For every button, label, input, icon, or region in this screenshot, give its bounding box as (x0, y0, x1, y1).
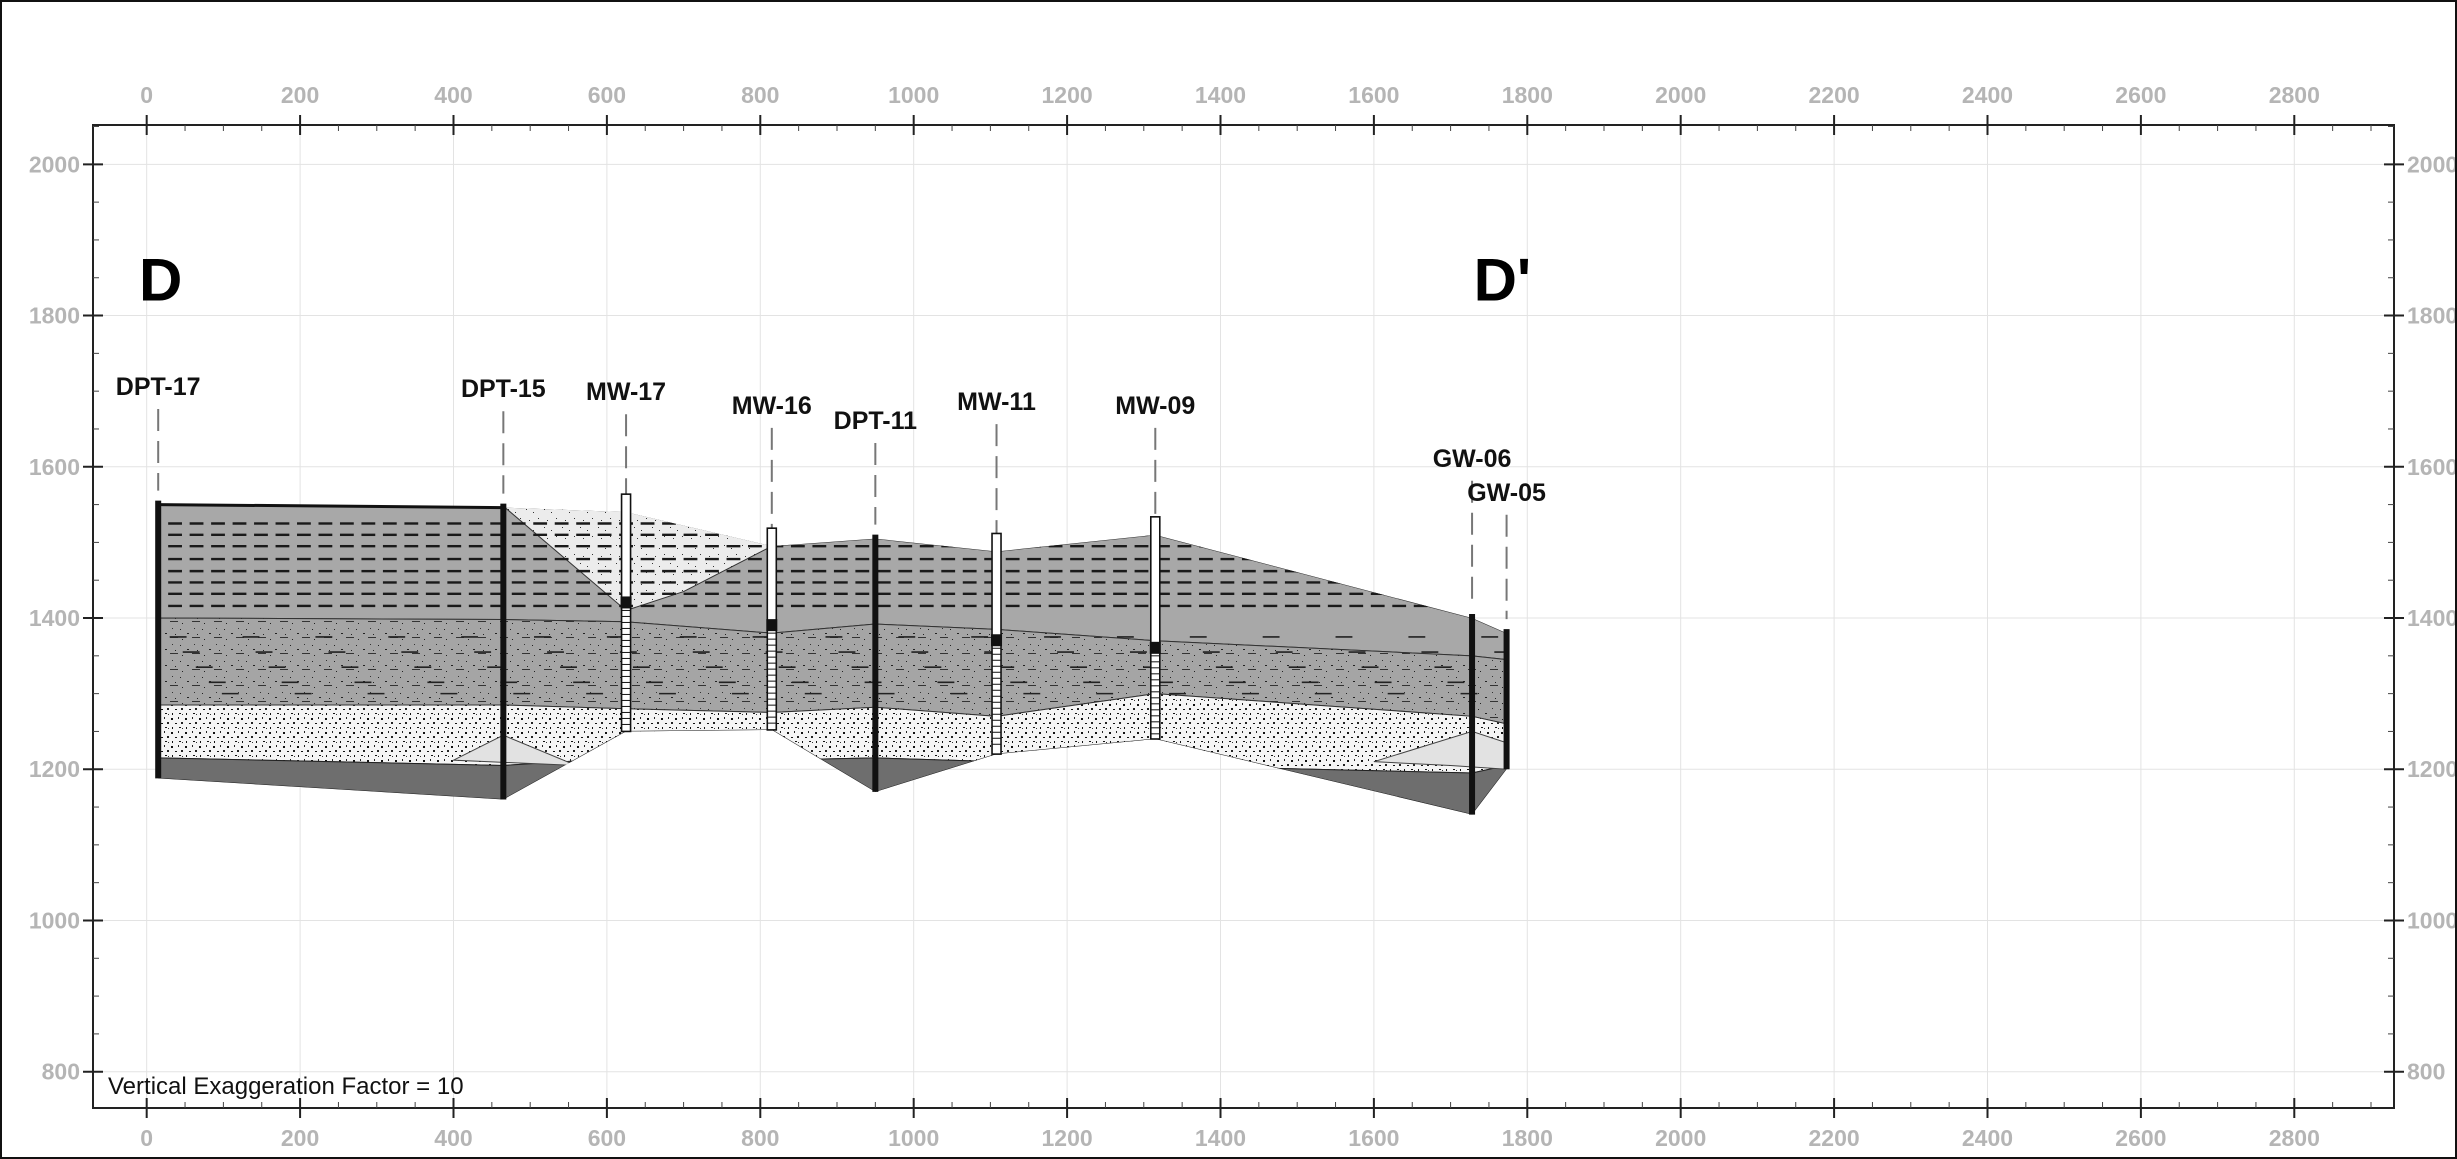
x-tick-label-bottom: 1200 (1042, 1125, 1093, 1151)
x-tick-label-top: 2400 (1962, 82, 2013, 108)
vertical-exaggeration-note: Vertical Exaggeration Factor = 10 (108, 1073, 464, 1100)
x-tick-label-bottom: 2400 (1962, 1125, 2013, 1151)
well-label: DPT-11 (834, 407, 917, 435)
x-tick-label-bottom: 2800 (2269, 1125, 2320, 1151)
y-tick-label-right: 1200 (2407, 756, 2455, 782)
sand-lens (451, 734, 577, 766)
well-seal (991, 634, 1003, 647)
well-label: MW-16 (732, 392, 812, 420)
x-tick-label-bottom: 1000 (888, 1125, 939, 1151)
y-tick-label-left: 1000 (29, 907, 80, 933)
well-label: GW-05 (1467, 479, 1546, 507)
well-screen (992, 647, 1002, 745)
well-screen (767, 632, 777, 724)
strata (158, 504, 1507, 815)
x-tick-label-bottom: 1800 (1502, 1125, 1553, 1151)
x-tick-label-bottom: 1400 (1195, 1125, 1246, 1151)
x-tick-label-bottom: 800 (741, 1125, 779, 1151)
well-label: MW-17 (586, 378, 666, 406)
x-tick-label-top: 2800 (2269, 82, 2320, 108)
ground-surface-line (158, 503, 504, 510)
y-tick-label-right: 1400 (2407, 605, 2455, 631)
x-tick-label-top: 1400 (1195, 82, 1246, 108)
y-tick-label-right: 800 (2407, 1059, 2445, 1085)
x-tick-label-top: 400 (434, 82, 472, 108)
x-tick-label-top: 200 (281, 82, 319, 108)
y-tick-label-left: 1400 (29, 605, 80, 631)
x-tick-label-top: 1600 (1348, 82, 1399, 108)
plot-border (92, 124, 2395, 1109)
x-tick-label-top: 600 (588, 82, 626, 108)
y-tick-label-right: 1600 (2407, 454, 2455, 480)
well-screen (621, 609, 631, 725)
x-tick-label-bottom: 0 (140, 1125, 153, 1151)
y-tick-label-right: 2000 (2407, 151, 2455, 177)
x-tick-label-bottom: 2200 (1809, 1125, 1860, 1151)
y-tick-label-right: 1800 (2407, 303, 2455, 329)
x-tick-label-top: 1800 (1502, 82, 1553, 108)
x-tick-label-top: 2200 (1809, 82, 1860, 108)
section-end-label: D' (1474, 246, 1532, 313)
x-tick-label-top: 2600 (2115, 82, 2166, 108)
x-tick-label-top: 1200 (1042, 82, 1093, 108)
y-tick-label-left: 1600 (29, 454, 80, 480)
well-label: MW-11 (957, 388, 1036, 416)
grid-lines (93, 125, 2394, 1108)
y-tick-label-left: 1200 (29, 756, 80, 782)
well-casing (1149, 516, 1161, 740)
x-tick-label-bottom: 600 (588, 1125, 626, 1151)
well-screen (1150, 655, 1160, 735)
y-tick-label-right: 1000 (2407, 907, 2455, 933)
well-label: DPT-15 (461, 375, 546, 403)
y-tick-label-left: 2000 (29, 151, 80, 177)
well-label: GW-06 (1433, 445, 1512, 473)
x-tick-label-bottom: 200 (281, 1125, 319, 1151)
x-tick-label-top: 2000 (1655, 82, 1706, 108)
x-tick-label-bottom: 1600 (1348, 1125, 1399, 1151)
well-casing (620, 493, 632, 733)
x-tick-label-bottom: 2600 (2115, 1125, 2166, 1151)
y-tick-label-left: 1800 (29, 303, 80, 329)
y-tick-label-left: 800 (42, 1059, 80, 1085)
axis-ticks: 0 0 200 200 400 400 600 600 800 800 1000 1000 1200 12… (29, 82, 2455, 1151)
x-tick-label-top: 0 (140, 82, 153, 108)
well-label: MW-09 (1115, 392, 1195, 420)
well-seal (620, 596, 632, 609)
x-tick-label-bottom: 2000 (1655, 1125, 1706, 1151)
wells: DPT-17 DPT-15 MW-17 MW-16 DPT-11 MW-11 MW-09 GW… (116, 373, 1546, 815)
well-label: DPT-17 (116, 373, 201, 401)
x-tick-label-top: 1000 (888, 82, 939, 108)
section-start-label: D (139, 246, 182, 313)
well-seal (1149, 641, 1161, 654)
well-seal (766, 619, 778, 632)
x-tick-label-bottom: 400 (434, 1125, 472, 1151)
x-tick-label-top: 800 (741, 82, 779, 108)
